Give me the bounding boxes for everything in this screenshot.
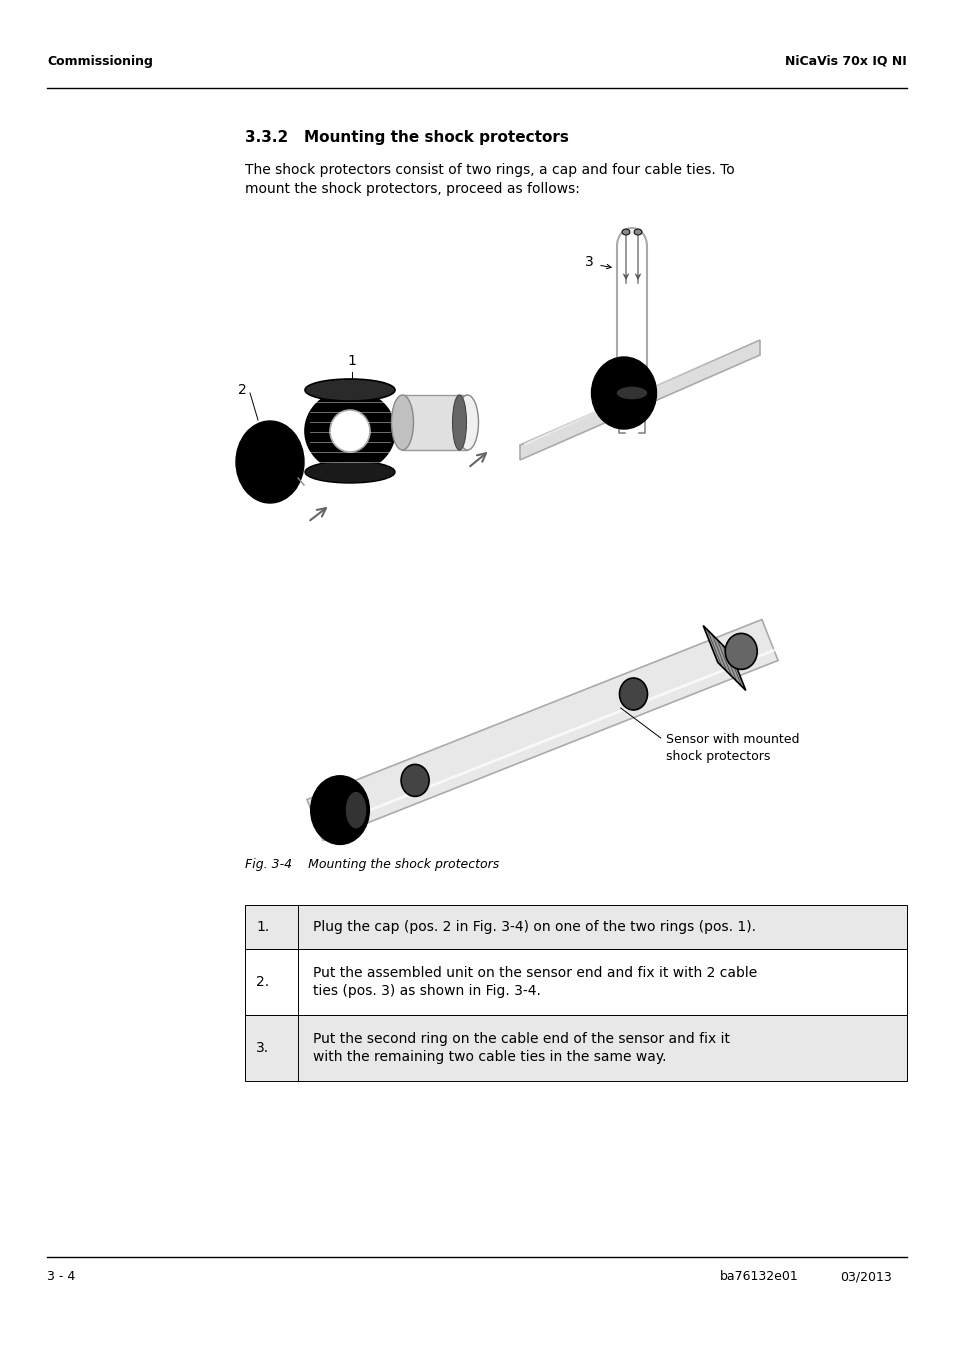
Ellipse shape xyxy=(456,394,478,450)
Text: 3.3.2   Mounting the shock protectors: 3.3.2 Mounting the shock protectors xyxy=(245,130,568,145)
Ellipse shape xyxy=(345,792,367,830)
Bar xyxy=(245,948,906,1015)
Bar xyxy=(245,1015,906,1081)
Ellipse shape xyxy=(452,394,466,450)
Text: 2.: 2. xyxy=(256,975,270,989)
Text: Put the assembled unit on the sensor end and fix it with 2 cable
ties (pos. 3) a: Put the assembled unit on the sensor end… xyxy=(313,966,757,998)
Ellipse shape xyxy=(311,775,369,844)
Bar xyxy=(245,905,906,948)
Text: Plug the cap (pos. 2 in Fig. 3-4) on one of the two rings (pos. 1).: Plug the cap (pos. 2 in Fig. 3-4) on one… xyxy=(313,920,755,934)
Ellipse shape xyxy=(591,357,656,430)
Polygon shape xyxy=(519,340,760,459)
Text: 2: 2 xyxy=(238,382,247,397)
Text: Fig. 3-4    Mounting the shock protectors: Fig. 3-4 Mounting the shock protectors xyxy=(245,858,498,871)
Text: 3 - 4: 3 - 4 xyxy=(47,1270,75,1283)
Ellipse shape xyxy=(616,386,647,400)
Polygon shape xyxy=(402,394,467,450)
Ellipse shape xyxy=(305,380,395,401)
Ellipse shape xyxy=(330,409,370,453)
Polygon shape xyxy=(702,626,745,690)
Ellipse shape xyxy=(305,390,395,471)
Ellipse shape xyxy=(305,461,395,484)
Ellipse shape xyxy=(235,422,304,503)
Text: Sensor with mounted
shock protectors: Sensor with mounted shock protectors xyxy=(665,734,799,763)
Text: Put the second ring on the cable end of the sensor and fix it
with the remaining: Put the second ring on the cable end of … xyxy=(313,1032,729,1065)
Text: 1.: 1. xyxy=(256,920,270,934)
Ellipse shape xyxy=(618,678,647,711)
Text: 3: 3 xyxy=(584,255,594,269)
Ellipse shape xyxy=(724,634,757,669)
Text: NiCaVis 70x IQ NI: NiCaVis 70x IQ NI xyxy=(784,55,906,68)
Ellipse shape xyxy=(621,230,629,235)
Ellipse shape xyxy=(400,765,429,796)
Text: 3.: 3. xyxy=(256,1042,270,1055)
Text: 03/2013: 03/2013 xyxy=(840,1270,891,1283)
Ellipse shape xyxy=(391,394,413,450)
Ellipse shape xyxy=(634,230,641,235)
Polygon shape xyxy=(307,620,778,840)
Text: ba76132e01: ba76132e01 xyxy=(720,1270,798,1283)
Text: The shock protectors consist of two rings, a cap and four cable ties. To
mount t: The shock protectors consist of two ring… xyxy=(245,163,734,196)
Text: 1: 1 xyxy=(347,354,356,367)
Text: Commissioning: Commissioning xyxy=(47,55,152,68)
